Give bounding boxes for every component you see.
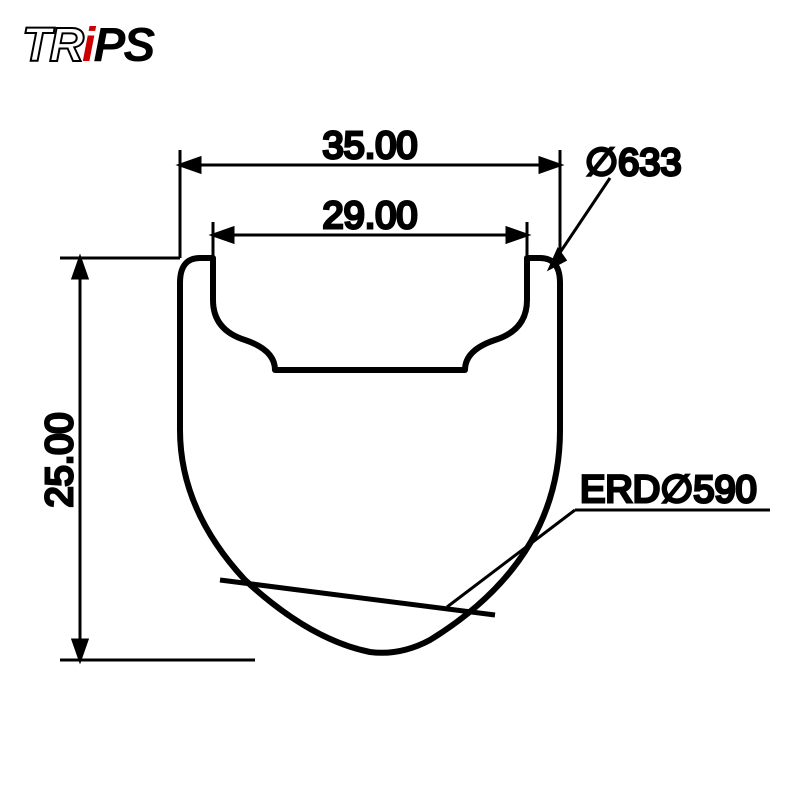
dim-outer-width-label: 35.00: [322, 125, 417, 167]
rim-outer-profile: [180, 258, 560, 653]
dim-erd-label: ERD∅590: [580, 469, 757, 511]
dim-bead-diameter-label: ∅633: [585, 142, 682, 184]
dim-bead-diameter: ∅633: [550, 142, 682, 268]
dim-inner-width-label: 29.00: [322, 195, 417, 237]
rim-diagram: 35.00 29.00 25.00 ∅633: [0, 0, 800, 800]
dim-height-label: 25.00: [39, 412, 81, 507]
dim-inner-width: 29.00: [213, 195, 527, 258]
dim-height: 25.00: [39, 258, 255, 660]
drawing-canvas: TRiPS 35.00 29.00: [0, 0, 800, 800]
dim-outer-width: 35.00: [180, 125, 560, 258]
